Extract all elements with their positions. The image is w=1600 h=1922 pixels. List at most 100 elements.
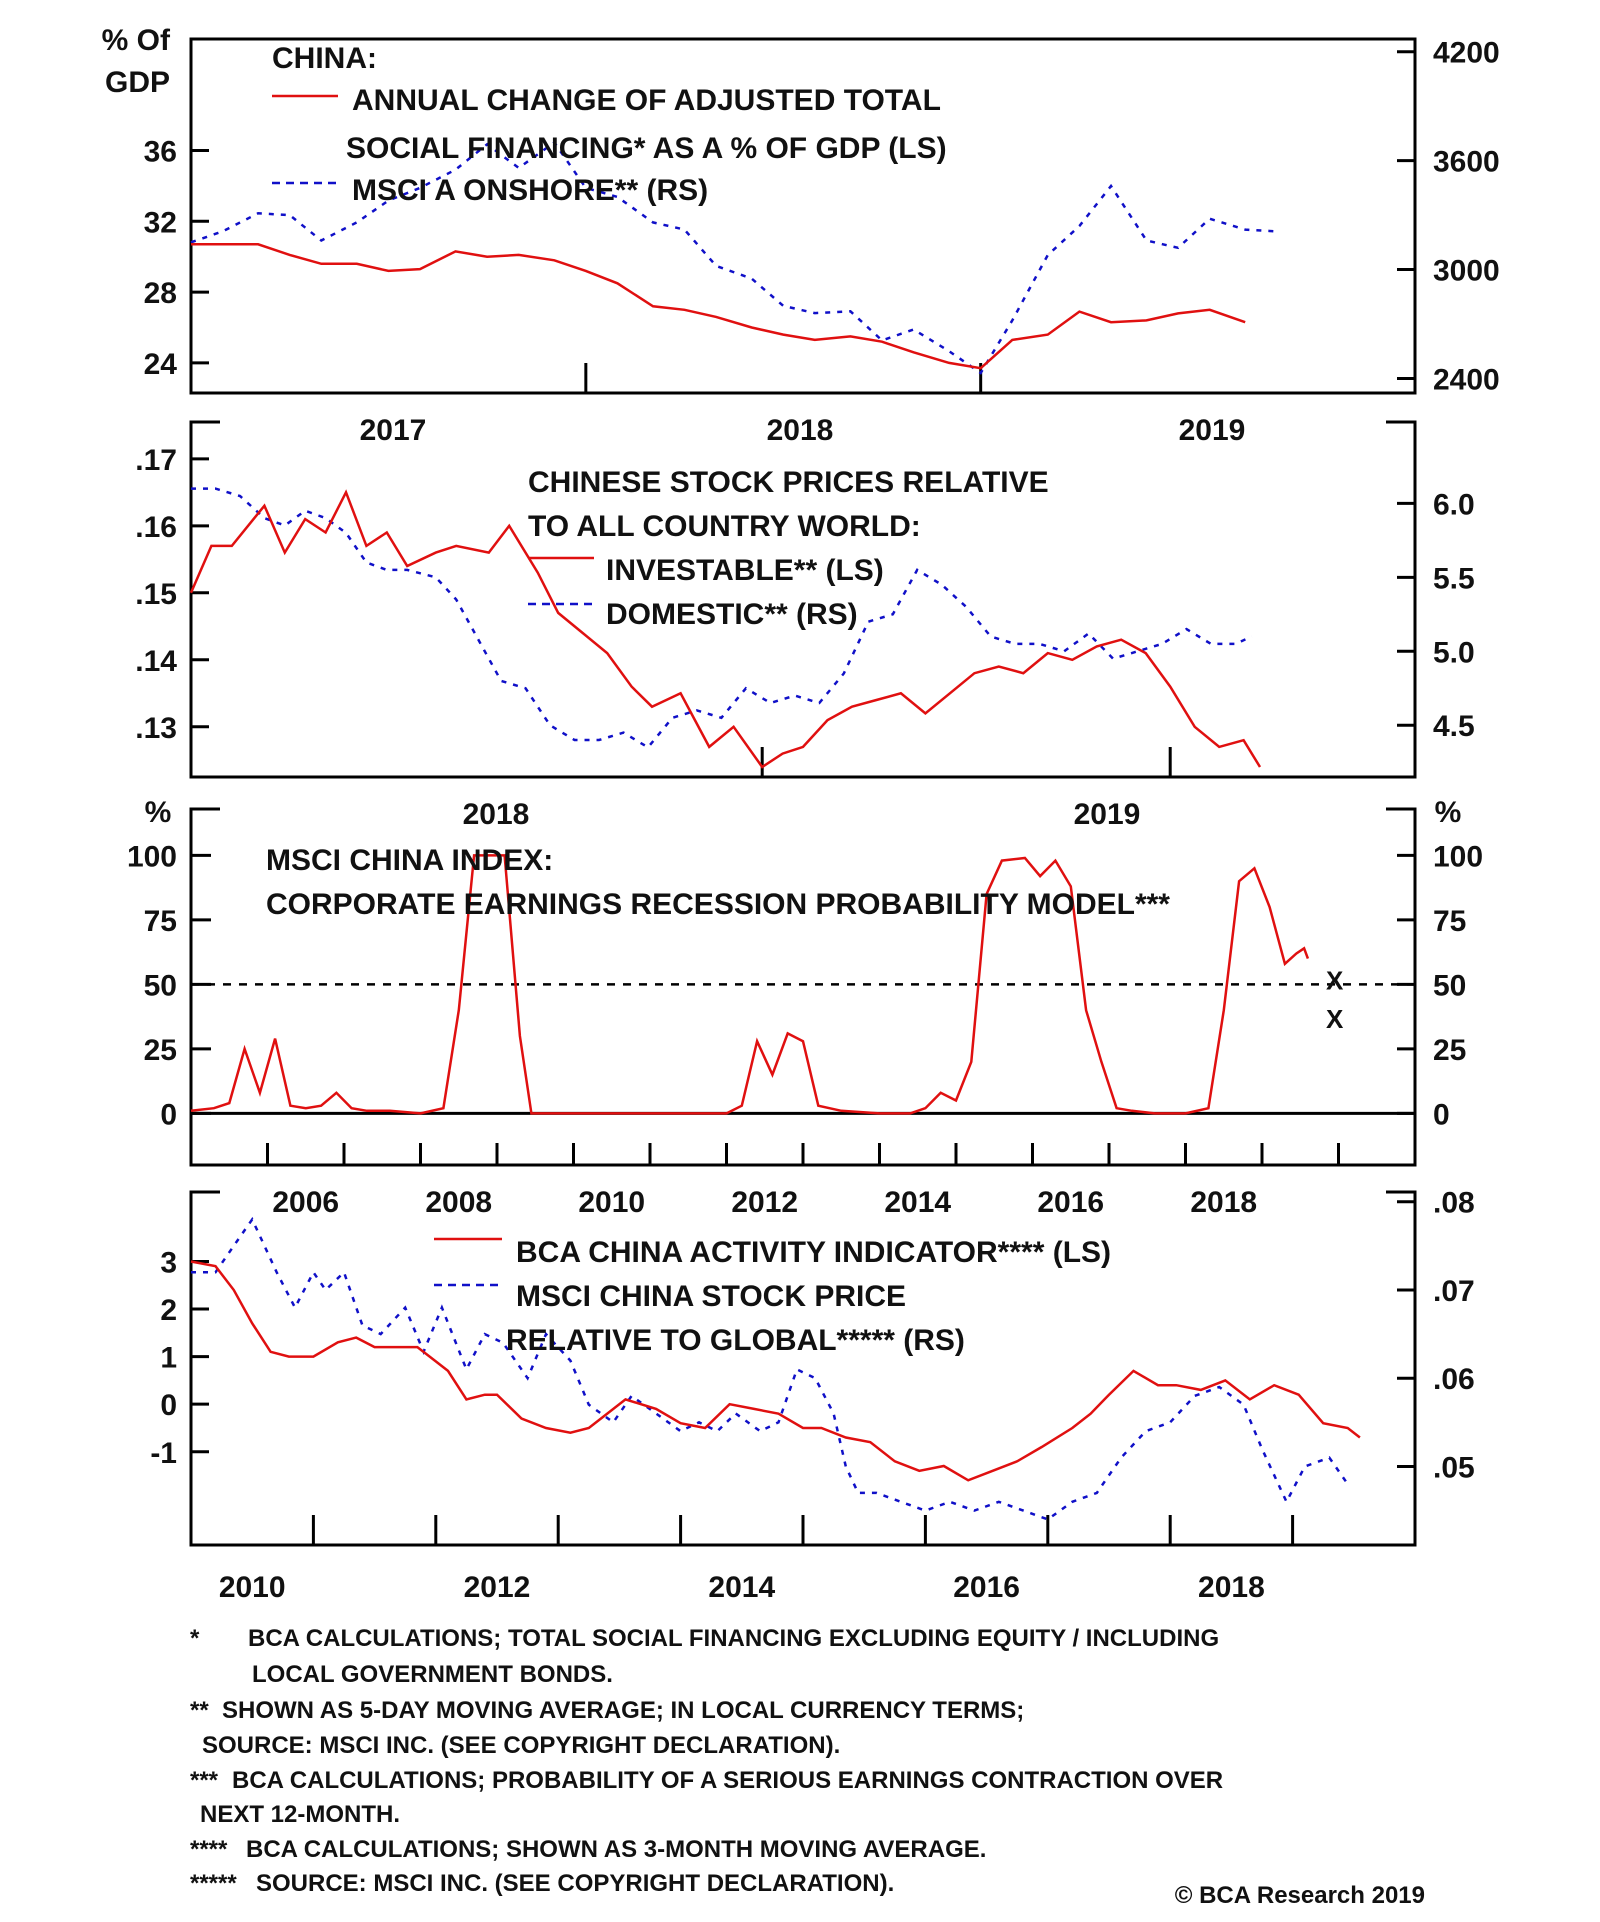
p1-legend-2: MSCI A ONSHORE** (RS) bbox=[352, 174, 708, 207]
p3-x-label-2006: 2006 bbox=[272, 1186, 339, 1219]
footnote-mark: ***** bbox=[190, 1870, 237, 1897]
p3-x-label-2012: 2012 bbox=[731, 1186, 798, 1219]
p3-top-label-2019: 2019 bbox=[1074, 798, 1141, 831]
p2-left-tick-label: .15 bbox=[135, 578, 177, 611]
p3-recession-probability-line bbox=[190, 854, 1310, 1115]
p2-right-tick-label: 5.5 bbox=[1433, 562, 1475, 595]
footnote-text: LOCAL GOVERNMENT BONDS. bbox=[252, 1661, 613, 1688]
footnote-text: NEXT 12-MONTH. bbox=[200, 1801, 400, 1828]
p3-x-label-2014: 2014 bbox=[884, 1186, 951, 1219]
footnote-mark: *** bbox=[190, 1767, 219, 1794]
panel-1: % Of GDP 36 32 28 24 4200 3600 3000 2400 CHINA:… bbox=[102, 24, 1500, 396]
p1-left-unit-1: % Of bbox=[102, 24, 171, 57]
p4-x-label-2012: 2012 bbox=[464, 1571, 531, 1604]
p3-x-marker: X bbox=[1326, 1004, 1344, 1034]
p3-right-tick-label: 100 bbox=[1433, 840, 1483, 873]
p1-left-tick-label: 28 bbox=[144, 277, 177, 310]
p4-left-tick-label: 0 bbox=[160, 1389, 177, 1422]
p3-x-label-2010: 2010 bbox=[578, 1186, 645, 1219]
p4-left-tick-label: 2 bbox=[160, 1294, 177, 1327]
p4-msci-china-relative-line bbox=[191, 1216, 1349, 1521]
footnote-text: BCA CALCULATIONS; SHOWN AS 3-MONTH MOVIN… bbox=[246, 1836, 986, 1863]
p2-left-tick-label: .17 bbox=[135, 444, 177, 477]
p2-title-1: CHINESE STOCK PRICES RELATIVE bbox=[528, 466, 1049, 499]
footnote-text: BCA CALCULATIONS; PROBABILITY OF A SERIO… bbox=[232, 1767, 1223, 1794]
p4-left-tick-label: -1 bbox=[150, 1437, 177, 1470]
p1-right-tick-label: 3600 bbox=[1433, 146, 1500, 179]
p1-x-label-2018: 2018 bbox=[767, 414, 834, 447]
p3-left-tick-label: 25 bbox=[144, 1034, 177, 1067]
p3-left-tick-label: 75 bbox=[144, 905, 177, 938]
p4-x-label-2016: 2016 bbox=[953, 1571, 1020, 1604]
p2-right-tick-label: 5.0 bbox=[1433, 636, 1475, 669]
p1-right-tick-label: 3000 bbox=[1433, 255, 1500, 288]
p2-domestic-line bbox=[191, 487, 1253, 750]
p3-right-tick-label: 75 bbox=[1433, 905, 1466, 938]
panel-2: .17 .16 .15 .14 .13 6.0 5.5 5.0 4.5 CHINESE STOC… bbox=[135, 420, 1475, 779]
p1-x-label-2017: 2017 bbox=[360, 414, 427, 447]
p3-right-unit: % bbox=[1435, 796, 1462, 829]
p4-activity-indicator-line bbox=[190, 1260, 1361, 1482]
panel-3: % % 2018 2019 100 75 50 25 0 100 75 50 25 0 2006 20… bbox=[127, 796, 1483, 1219]
p4-right-tick-label: .06 bbox=[1433, 1363, 1475, 1396]
footnote-text: SOURCE: MSCI INC. (SEE COPYRIGHT DECLARA… bbox=[256, 1870, 894, 1897]
p4-x-label-2010: 2010 bbox=[219, 1571, 286, 1604]
panel-1-frame bbox=[189, 37, 1417, 395]
p1-title: CHINA: bbox=[272, 42, 377, 75]
p1-legend-1b: SOCIAL FINANCING* AS A % OF GDP (LS) bbox=[346, 132, 947, 165]
panel-4: 3 2 1 0 -1 .08 .07 .06 .05 2010 2012 2014 2016 2018 B… bbox=[150, 1187, 1474, 1604]
p1-left-tick-label: 24 bbox=[144, 348, 178, 381]
p4-right-tick-label: .07 bbox=[1433, 1275, 1475, 1308]
p3-title-2: CORPORATE EARNINGS RECESSION PROBABILITY… bbox=[266, 888, 1170, 921]
p2-legend-2: DOMESTIC** (RS) bbox=[606, 598, 858, 631]
p3-left-unit: % bbox=[145, 796, 172, 829]
p1-x-label-2019: 2019 bbox=[1179, 414, 1246, 447]
p1-right-tick-label: 2400 bbox=[1433, 363, 1500, 396]
p1-msci-a-onshore-line bbox=[190, 140, 1277, 375]
p3-left-tick-label: 50 bbox=[144, 969, 177, 1002]
p3-top-label-2018: 2018 bbox=[463, 798, 530, 831]
p2-left-tick-label: .14 bbox=[135, 645, 177, 678]
footnote-mark: * bbox=[190, 1625, 200, 1652]
p3-title-1: MSCI CHINA INDEX: bbox=[266, 844, 553, 877]
p4-legend-2a: MSCI CHINA STOCK PRICE bbox=[516, 1280, 906, 1313]
p2-right-tick-label: 6.0 bbox=[1433, 488, 1475, 521]
p3-x-label-2008: 2008 bbox=[425, 1186, 492, 1219]
p4-legend-2b: RELATIVE TO GLOBAL***** (RS) bbox=[506, 1324, 965, 1357]
p1-left-tick-label: 36 bbox=[144, 136, 177, 169]
p2-left-tick-label: .13 bbox=[135, 712, 177, 745]
p3-x-marker: X bbox=[1326, 965, 1344, 995]
p3-x-label-2016: 2016 bbox=[1037, 1186, 1104, 1219]
footnote-text: SHOWN AS 5-DAY MOVING AVERAGE; IN LOCAL … bbox=[222, 1697, 1024, 1724]
p1-social-financing-line bbox=[191, 243, 1246, 370]
footnote-mark: **** bbox=[190, 1836, 228, 1863]
p1-right-tick-label: 4200 bbox=[1433, 37, 1500, 70]
p1-left-tick-label: 32 bbox=[144, 206, 177, 239]
p4-right-tick-label: .05 bbox=[1433, 1451, 1475, 1484]
p4-left-tick-label: 1 bbox=[160, 1342, 177, 1375]
footnotes: * BCA CALCULATIONS; TOTAL SOCIAL FINANCIN… bbox=[190, 1625, 1223, 1897]
p4-x-label-2014: 2014 bbox=[708, 1571, 775, 1604]
p4-legend-1: BCA CHINA ACTIVITY INDICATOR**** (LS) bbox=[516, 1236, 1111, 1269]
p1-legend-1a: ANNUAL CHANGE OF ADJUSTED TOTAL bbox=[352, 84, 941, 117]
p2-right-tick-label: 4.5 bbox=[1433, 710, 1475, 743]
footnote-text: BCA CALCULATIONS; TOTAL SOCIAL FINANCING… bbox=[248, 1625, 1219, 1652]
p3-right-tick-label: 0 bbox=[1433, 1098, 1450, 1131]
p3-x-label-2018: 2018 bbox=[1190, 1186, 1257, 1219]
p2-legend-1: INVESTABLE** (LS) bbox=[606, 554, 884, 587]
p3-right-tick-label: 25 bbox=[1433, 1034, 1466, 1067]
p4-x-label-2018: 2018 bbox=[1198, 1571, 1265, 1604]
p2-left-tick-label: .16 bbox=[135, 511, 177, 544]
footnote-text: SOURCE: MSCI INC. (SEE COPYRIGHT DECLARA… bbox=[202, 1732, 840, 1759]
p4-right-tick-label: .08 bbox=[1433, 1187, 1475, 1220]
p2-investable-line bbox=[189, 489, 1262, 769]
copyright: © BCA Research 2019 bbox=[1175, 1882, 1425, 1909]
p4-left-tick-label: 3 bbox=[160, 1246, 177, 1279]
footnote-mark: ** bbox=[190, 1697, 209, 1724]
p3-left-tick-label: 0 bbox=[160, 1098, 177, 1131]
p3-left-tick-label: 100 bbox=[127, 840, 177, 873]
p1-left-unit-2: GDP bbox=[105, 66, 170, 99]
p3-right-tick-label: 50 bbox=[1433, 969, 1466, 1002]
p2-title-2: TO ALL COUNTRY WORLD: bbox=[528, 510, 921, 543]
